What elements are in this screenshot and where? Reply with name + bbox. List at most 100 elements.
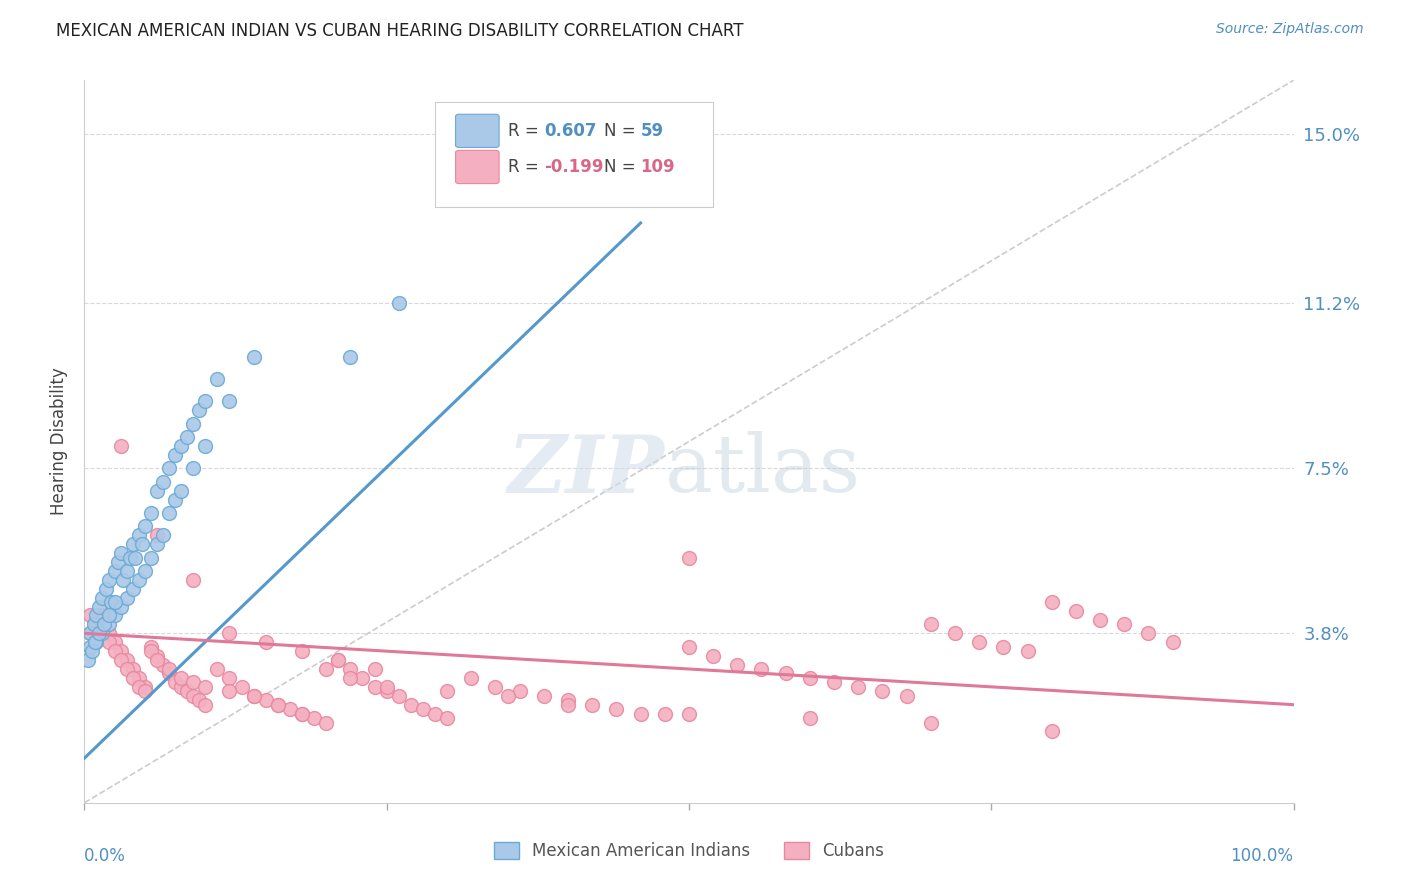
FancyBboxPatch shape (456, 114, 499, 147)
Point (124, 550, 146, 565)
Point (139, 550, 162, 565)
Point (86, 617, 108, 632)
Point (128, 573, 150, 587)
Point (291, 706, 314, 721)
Point (146, 537, 169, 551)
Point (121, 537, 143, 551)
Point (146, 653, 169, 667)
Point (194, 698, 217, 712)
Point (152, 657, 174, 672)
Point (170, 439, 193, 453)
Point (194, 439, 217, 453)
Point (846, 680, 869, 694)
Point (188, 693, 211, 707)
Point (146, 528, 169, 542)
Point (775, 666, 797, 681)
Point (388, 296, 411, 310)
Point (605, 702, 627, 716)
Point (91, 626, 114, 640)
Point (104, 595, 127, 609)
Point (496, 689, 519, 703)
Point (799, 671, 821, 685)
Point (77, 653, 100, 667)
Text: ZIP: ZIP (508, 432, 665, 509)
Point (460, 671, 482, 685)
Point (110, 599, 132, 614)
Point (399, 698, 422, 712)
Point (86, 608, 108, 623)
Point (242, 350, 264, 364)
Point (242, 689, 264, 703)
Point (110, 653, 132, 667)
Point (533, 689, 555, 703)
Point (181, 461, 204, 475)
Point (363, 680, 385, 694)
Point (170, 483, 193, 498)
Point (207, 662, 229, 676)
Point (678, 640, 700, 654)
Point (104, 644, 127, 658)
Point (218, 671, 240, 685)
Point (115, 591, 138, 605)
Point (115, 653, 138, 667)
Point (128, 680, 150, 694)
Point (134, 680, 156, 694)
Point (157, 662, 180, 676)
Point (194, 680, 217, 694)
Point (194, 394, 217, 409)
Point (152, 475, 174, 489)
Text: R =: R = (508, 122, 538, 140)
Point (218, 394, 240, 409)
Point (86, 635, 108, 649)
Point (328, 653, 350, 667)
Y-axis label: Hearing Disability: Hearing Disability (51, 368, 69, 516)
Point (1088, 613, 1111, 627)
Point (1161, 635, 1184, 649)
Point (278, 702, 301, 716)
Point (97, 617, 120, 632)
Point (242, 689, 264, 703)
Point (678, 706, 700, 721)
Point (134, 684, 156, 698)
Point (388, 689, 411, 703)
Point (1064, 604, 1087, 618)
Point (254, 693, 277, 707)
Point (79, 608, 101, 623)
Point (84, 635, 107, 649)
Point (1017, 644, 1039, 658)
FancyBboxPatch shape (456, 151, 499, 184)
Point (97, 608, 120, 623)
Point (131, 537, 153, 551)
Point (254, 635, 277, 649)
Point (1137, 626, 1160, 640)
Point (423, 706, 446, 721)
Point (328, 653, 350, 667)
Point (654, 706, 676, 721)
Point (139, 506, 162, 520)
Point (165, 675, 187, 690)
Point (176, 430, 198, 444)
Text: R =: R = (508, 158, 538, 176)
Point (170, 671, 193, 685)
Point (97, 573, 120, 587)
Text: -0.199: -0.199 (544, 158, 603, 176)
Point (107, 555, 129, 569)
Point (339, 662, 361, 676)
Text: 0.607: 0.607 (544, 122, 596, 140)
Point (302, 711, 325, 725)
Point (146, 648, 169, 663)
Point (375, 680, 398, 694)
Point (80, 644, 103, 658)
Text: atlas: atlas (665, 432, 860, 509)
Point (157, 666, 180, 681)
Point (181, 675, 204, 690)
Point (557, 693, 579, 707)
Point (725, 657, 748, 672)
Text: MEXICAN AMERICAN INDIAN VS CUBAN HEARING DISABILITY CORRELATION CHART: MEXICAN AMERICAN INDIAN VS CUBAN HEARING… (56, 22, 744, 40)
Point (104, 635, 127, 649)
Point (267, 698, 290, 712)
Point (91, 608, 114, 623)
Point (436, 684, 458, 698)
Point (91, 591, 114, 605)
Point (86, 617, 108, 632)
